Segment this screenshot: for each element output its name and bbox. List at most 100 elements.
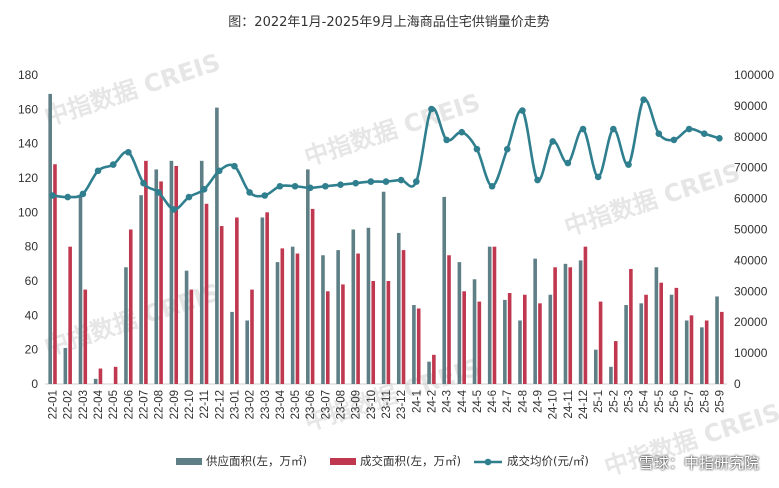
supply-bar xyxy=(669,294,674,384)
x-tick-label: 22-09 xyxy=(169,390,181,419)
x-tick-label: 25-3 xyxy=(623,390,635,413)
supply-bar xyxy=(472,279,477,384)
legend-label-sales: 成交面积(左，万㎡) xyxy=(360,454,461,468)
legend-swatch-price-dot xyxy=(484,458,492,466)
x-tick-label: 24-5 xyxy=(472,390,484,413)
sales-bar xyxy=(341,284,345,384)
x-tick-label: 24-7 xyxy=(502,390,514,413)
supply-bar xyxy=(351,229,356,384)
price-point xyxy=(503,145,511,153)
supply-bar xyxy=(503,299,507,384)
sales-bar xyxy=(386,281,391,384)
sales-bar xyxy=(310,208,315,384)
supply-bar xyxy=(412,305,416,384)
price-point xyxy=(534,176,541,184)
sales-bar xyxy=(53,164,57,384)
x-tick-label: 24-12 xyxy=(578,390,590,419)
price-point xyxy=(200,186,208,193)
price-point xyxy=(170,206,178,213)
price-point xyxy=(140,179,147,187)
sales-bar xyxy=(568,267,573,384)
legend-label-price: 成交均价(元/㎡) xyxy=(507,454,589,468)
price-point xyxy=(94,167,102,175)
x-tick-label: 22-02 xyxy=(63,390,75,419)
price-point xyxy=(382,178,390,185)
price-point xyxy=(443,136,450,144)
sales-bar xyxy=(189,289,194,384)
price-point xyxy=(625,161,632,168)
sales-bar xyxy=(113,366,118,384)
y-right-tick-label: 80000 xyxy=(734,130,768,144)
sales-bar xyxy=(507,293,512,384)
sales-bar xyxy=(68,246,72,384)
supply-bar xyxy=(578,260,583,384)
x-tick-label: 25-1 xyxy=(593,390,605,413)
sales-bar xyxy=(583,246,588,384)
x-tick-label: 24-8 xyxy=(517,390,529,413)
sales-bar xyxy=(720,311,724,384)
price-point xyxy=(413,178,420,185)
price-point xyxy=(670,136,678,144)
x-tick-label: 22-01 xyxy=(48,390,60,419)
x-tick-label: 24-1 xyxy=(411,390,423,413)
sales-bar xyxy=(416,308,421,384)
x-tick-label: 23-12 xyxy=(396,390,408,419)
x-tick-label: 25-7 xyxy=(684,390,696,413)
x-tick-label: 22-03 xyxy=(78,390,90,419)
y-right-tick-label: 70000 xyxy=(734,161,768,175)
supply-bar xyxy=(593,349,598,384)
supply-bar xyxy=(48,93,52,384)
supply-bar xyxy=(124,267,128,384)
y-left-tick-label: 20 xyxy=(25,343,39,357)
supply-bar xyxy=(215,107,219,384)
sales-bar xyxy=(447,255,451,384)
legend-label-supply: 供应面积(左，万㎡) xyxy=(206,454,307,468)
sales-bar xyxy=(265,212,269,384)
price-point xyxy=(473,145,481,153)
supply-bar xyxy=(518,320,522,384)
x-tick-label: 24-3 xyxy=(442,390,454,413)
x-tick-label: 23-08 xyxy=(336,390,348,419)
x-tick-label: 23-03 xyxy=(260,390,272,419)
price-point xyxy=(655,130,663,138)
price-point xyxy=(306,184,314,192)
y-left-tick-label: 180 xyxy=(18,68,38,82)
supply-bar xyxy=(275,262,280,384)
supply-bar xyxy=(184,270,189,384)
sales-bar xyxy=(325,291,330,384)
price-point xyxy=(594,173,602,181)
y-left-tick-label: 60 xyxy=(25,274,39,288)
supply-bar xyxy=(381,191,386,384)
supply-bar xyxy=(154,169,159,384)
price-point xyxy=(291,182,299,190)
price-point xyxy=(49,192,56,199)
supply-bar xyxy=(533,258,537,384)
x-tick-label: 22-11 xyxy=(199,390,211,419)
x-tick-label: 22-04 xyxy=(93,389,105,419)
price-point xyxy=(564,159,572,167)
supply-bar xyxy=(321,255,325,384)
price-point xyxy=(246,189,253,196)
x-tick-label: 24-6 xyxy=(487,390,499,413)
supply-bar xyxy=(609,366,613,384)
x-tick-label: 22-08 xyxy=(154,390,166,419)
x-tick-label: 23-10 xyxy=(366,390,378,419)
sales-bar xyxy=(432,354,436,384)
sales-bar xyxy=(644,294,648,384)
y-right-tick-label: 50000 xyxy=(734,223,768,237)
supply-bar xyxy=(139,195,143,384)
x-tick-label: 22-12 xyxy=(214,390,226,419)
supply-bar xyxy=(245,320,249,384)
x-tick-label: 23-02 xyxy=(245,390,257,419)
sales-bar xyxy=(598,301,603,384)
legend-swatch-sales xyxy=(330,458,356,465)
sales-bar xyxy=(144,160,148,384)
x-tick-label: 22-10 xyxy=(184,390,196,419)
sales-bar xyxy=(538,303,542,384)
x-tick-label: 24-2 xyxy=(426,390,438,413)
sales-bar xyxy=(371,281,376,384)
legend-swatch-supply xyxy=(176,458,202,465)
price-point xyxy=(352,179,359,187)
x-tick-label: 23-05 xyxy=(290,390,302,419)
